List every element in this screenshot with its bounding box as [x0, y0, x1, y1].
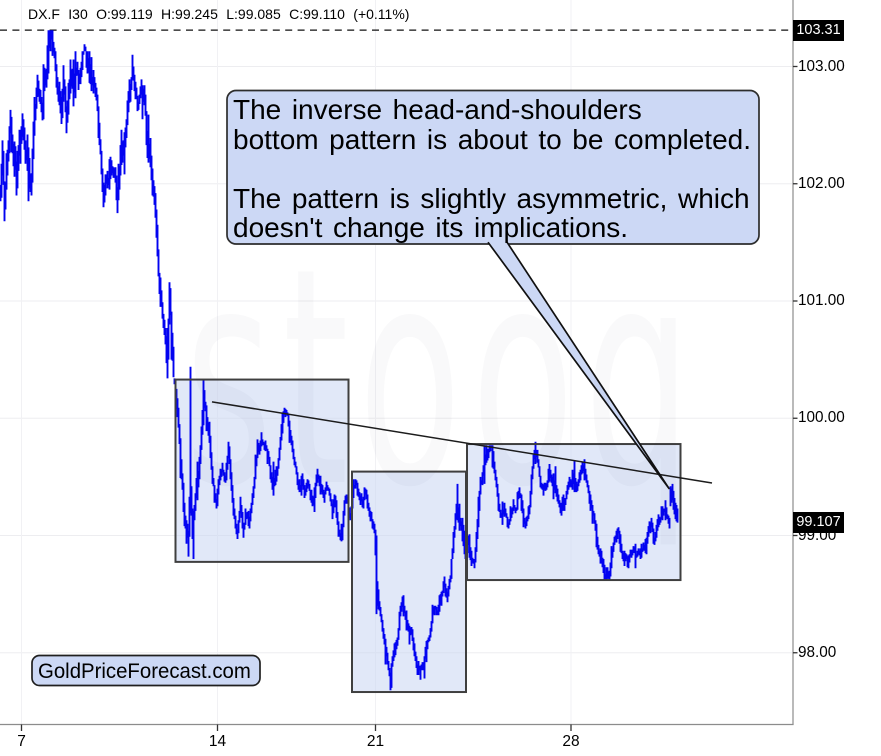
y-axis-label: 103.00 [798, 57, 845, 75]
brand-label: GoldPriceForecast.com [38, 660, 251, 683]
y-axis-label: 98.00 [798, 643, 837, 661]
pattern-box-fill-head [352, 471, 466, 693]
y-axis-label: 100.00 [798, 409, 845, 427]
neckline-trendline [211, 401, 713, 484]
x-axis-label: 21 [366, 733, 385, 750]
pattern-box-border-left-shoulder [174, 378, 350, 563]
watermark: stooq [185, 229, 701, 529]
last-price-badge: 99.107 [793, 512, 844, 534]
annotation-text: The inverse head-and-shoulders bottom pa… [233, 94, 751, 244]
brand-box [31, 654, 261, 687]
y-axis-label: 101.00 [798, 292, 845, 309]
x-axis-label: 7 [17, 733, 26, 750]
annotation-callout-pointer [487, 241, 670, 490]
y-axis-label: 102.00 [798, 174, 845, 192]
pattern-box-border-head [351, 470, 467, 694]
x-axis-label: 28 [562, 733, 580, 750]
axes [0, 0, 798, 731]
price-series-line [0, 30, 679, 691]
pattern-box-border-right-shoulder [466, 443, 682, 582]
x-axis-label: 14 [208, 733, 227, 750]
period-high-badge: 103.31 [793, 19, 844, 41]
pattern-box-borders [174, 378, 682, 694]
symbol-ohlc-title: DX.F I30 O:99.119 H:99.245 L:99.085 C:99… [28, 5, 410, 22]
